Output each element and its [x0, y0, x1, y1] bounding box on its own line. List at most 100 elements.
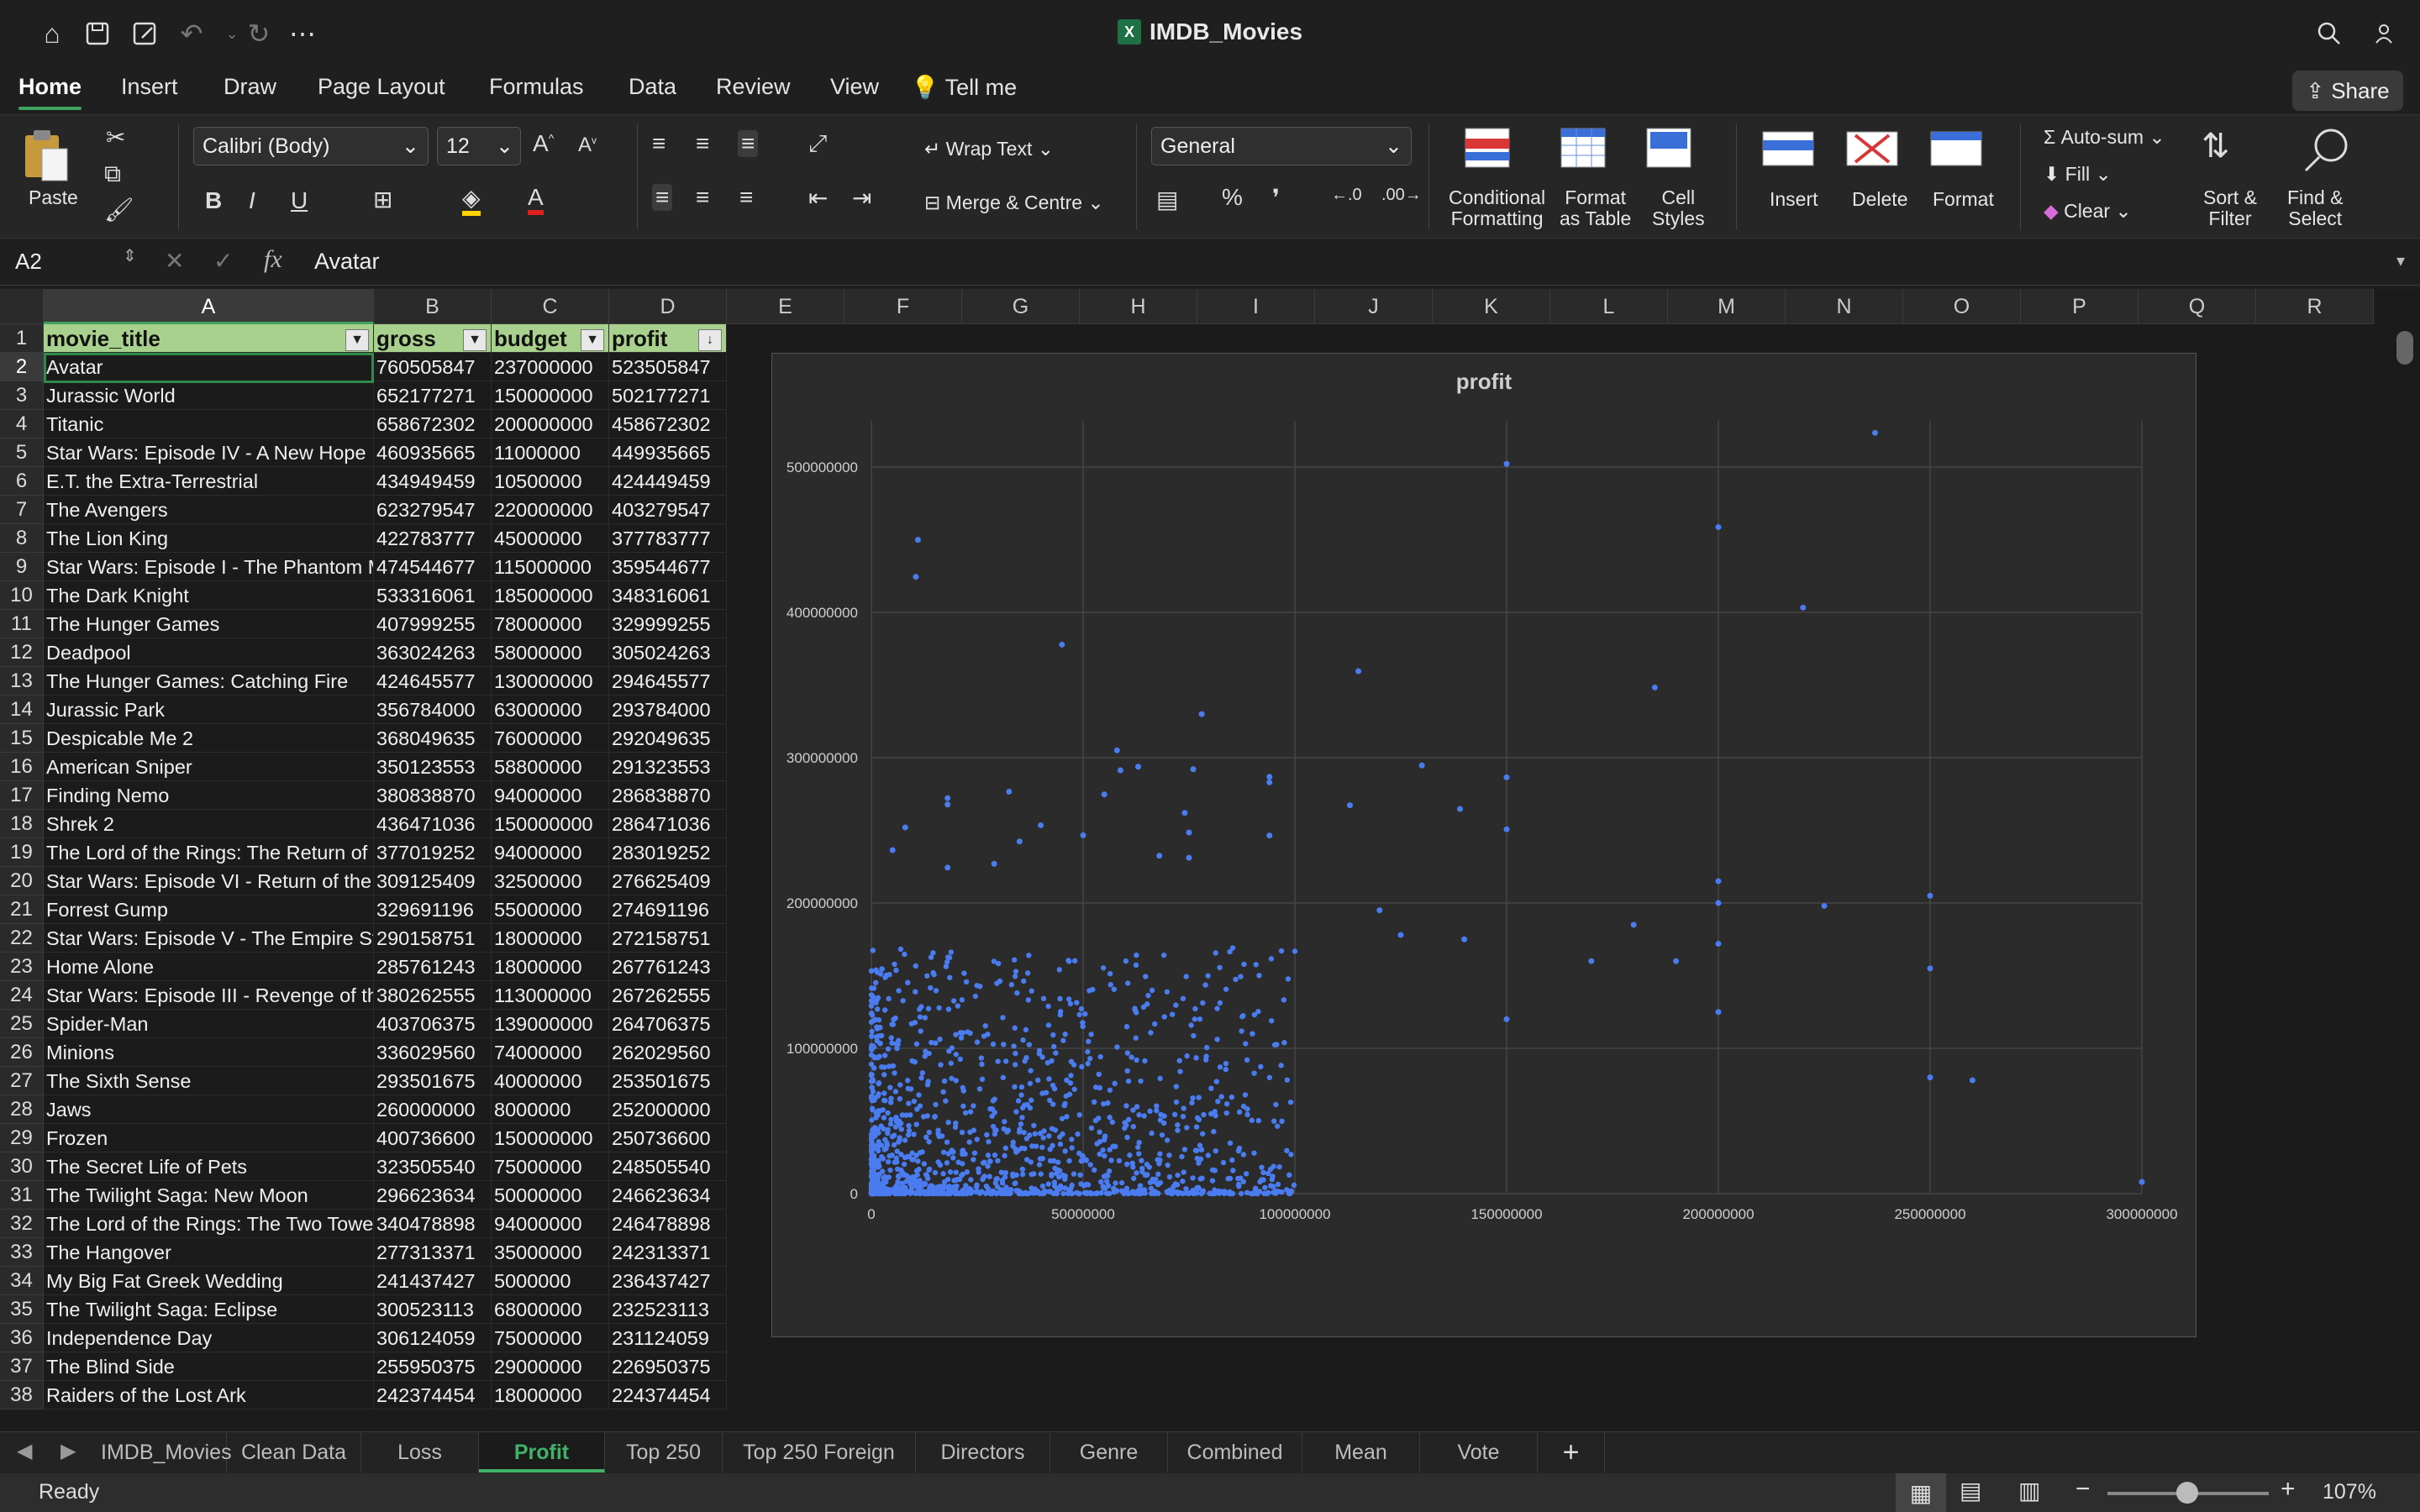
table-cell[interactable]: 5000000 [492, 1267, 609, 1295]
table-cell[interactable]: 380838870 [374, 781, 492, 810]
table-cell[interactable]: 40000000 [492, 1067, 609, 1095]
row-header[interactable]: 4 [0, 410, 44, 438]
row-header[interactable]: 12 [0, 638, 44, 667]
cell-styles-label[interactable]: Cell Styles [1652, 186, 1705, 229]
confirm-icon[interactable]: ✓ [213, 248, 234, 274]
sheet-tab[interactable]: Top 250 Foreign [723, 1432, 916, 1473]
table-cell[interactable]: 502177271 [609, 381, 727, 410]
save-icon[interactable] [81, 17, 114, 50]
table-cell[interactable]: 760505847 [374, 353, 492, 381]
find-select-label[interactable]: Find & Select [2287, 186, 2344, 229]
align-center-icon[interactable]: ≡ [696, 184, 710, 210]
table-cell[interactable]: Jurassic Park [44, 696, 374, 724]
table-cell[interactable]: 323505540 [374, 1152, 492, 1181]
table-cell[interactable]: Shrek 2 [44, 810, 374, 838]
table-cell[interactable]: Minions [44, 1038, 374, 1067]
format-as-table-icon[interactable] [1560, 127, 1607, 175]
table-cell[interactable]: 232523113 [609, 1295, 727, 1324]
table-cell[interactable]: 293501675 [374, 1067, 492, 1095]
row-header[interactable]: 35 [0, 1295, 44, 1324]
table-cell[interactable]: 403706375 [374, 1010, 492, 1038]
table-cell[interactable]: 424449459 [609, 467, 727, 496]
row-header[interactable]: 26 [0, 1038, 44, 1067]
table-cell[interactable]: 150000000 [492, 1124, 609, 1152]
column-header-l[interactable]: L [1550, 289, 1668, 324]
table-cell[interactable]: American Sniper [44, 753, 374, 781]
table-cell[interactable]: 35000000 [492, 1238, 609, 1267]
table-cell[interactable]: 652177271 [374, 381, 492, 410]
table-cell[interactable]: 359544677 [609, 553, 727, 581]
table-cell[interactable]: 253501675 [609, 1067, 727, 1095]
column-header-o[interactable]: O [1903, 289, 2021, 324]
account-icon[interactable] [2370, 17, 2403, 50]
column-header-i[interactable]: I [1197, 289, 1315, 324]
table-cell[interactable]: 58800000 [492, 753, 609, 781]
row-header[interactable]: 6 [0, 467, 44, 496]
sheet-tab[interactable]: Top 250 [605, 1432, 723, 1473]
tab-view[interactable]: View [830, 74, 880, 99]
table-cell[interactable]: The Avengers [44, 496, 374, 524]
table-cell[interactable]: 18000000 [492, 1381, 609, 1410]
column-header-r[interactable]: R [2256, 289, 2374, 324]
table-cell[interactable]: 403279547 [609, 496, 727, 524]
table-cell[interactable]: 264706375 [609, 1010, 727, 1038]
table-cell[interactable]: 422783777 [374, 524, 492, 553]
page-break-view-icon[interactable]: ▥ [2018, 1478, 2041, 1504]
merge-centre-button[interactable]: ⊟ Merge & Centre ⌄ [924, 192, 1104, 213]
table-cell[interactable]: 45000000 [492, 524, 609, 553]
row-header[interactable]: 25 [0, 1010, 44, 1038]
filter-dropdown-icon[interactable]: ▼ [345, 329, 369, 351]
redo-icon[interactable]: ↻ [247, 18, 271, 49]
table-cell[interactable]: Raiders of the Lost Ark [44, 1381, 374, 1410]
delete-cells-icon[interactable] [1845, 127, 1899, 175]
row-header[interactable]: 15 [0, 724, 44, 753]
table-cell[interactable]: 272158751 [609, 924, 727, 953]
tell-me[interactable]: 💡 Tell me [911, 74, 1017, 101]
table-cell[interactable]: 115000000 [492, 553, 609, 581]
table-cell[interactable]: 296623634 [374, 1181, 492, 1210]
scatter-chart[interactable]: profit 0 100000000 200000000 300000000 400000… [771, 353, 2196, 1337]
table-cell[interactable]: 286838870 [609, 781, 727, 810]
page-layout-view-icon[interactable]: ▤ [1960, 1478, 1982, 1504]
table-cell[interactable]: 407999255 [374, 610, 492, 638]
format-painter-icon[interactable]: 🖌 [104, 197, 134, 223]
vertical-scrollbar-thumb[interactable] [2396, 331, 2413, 365]
table-cell[interactable]: 329691196 [374, 895, 492, 924]
zoom-in-icon[interactable]: + [2281, 1475, 2296, 1503]
row-header[interactable]: 30 [0, 1152, 44, 1181]
table-cell[interactable]: 294645577 [609, 667, 727, 696]
accounting-format-icon[interactable]: ▤ [1156, 186, 1179, 213]
table-cell[interactable]: 231124059 [609, 1324, 727, 1352]
table-cell[interactable]: 150000000 [492, 810, 609, 838]
sheet-tab[interactable]: Combined [1168, 1432, 1302, 1473]
table-cell[interactable]: 377783777 [609, 524, 727, 553]
tab-review[interactable]: Review [716, 74, 791, 99]
font-size-select[interactable]: 12 ⌄ [437, 127, 521, 165]
row-header[interactable]: 34 [0, 1267, 44, 1295]
row-header[interactable]: 5 [0, 438, 44, 467]
table-cell[interactable]: Home Alone [44, 953, 374, 981]
table-header-cell[interactable]: movie_title [44, 324, 374, 353]
table-cell[interactable]: The Twilight Saga: Eclipse [44, 1295, 374, 1324]
row-header[interactable]: 36 [0, 1324, 44, 1352]
table-cell[interactable]: 224374454 [609, 1381, 727, 1410]
table-cell[interactable]: 458672302 [609, 410, 727, 438]
expand-formula-icon[interactable]: ▾ [2396, 252, 2406, 270]
table-cell[interactable]: 10500000 [492, 467, 609, 496]
row-header[interactable]: 24 [0, 981, 44, 1010]
table-cell[interactable]: 267761243 [609, 953, 727, 981]
column-header-d[interactable]: D [609, 289, 727, 324]
delete-label[interactable]: Delete [1852, 188, 1908, 210]
column-header-p[interactable]: P [2021, 289, 2139, 324]
table-cell[interactable]: 329999255 [609, 610, 727, 638]
table-cell[interactable]: 75000000 [492, 1152, 609, 1181]
row-header[interactable]: 10 [0, 581, 44, 610]
filter-dropdown-icon[interactable]: ▼ [463, 329, 487, 351]
table-cell[interactable]: 274691196 [609, 895, 727, 924]
increase-decimal-icon[interactable]: ←.0 [1331, 186, 1362, 204]
sheet-tab[interactable]: Clean Data [227, 1432, 361, 1473]
fill-color-icon[interactable]: ◈ [462, 184, 481, 216]
table-cell[interactable]: 8000000 [492, 1095, 609, 1124]
column-header-k[interactable]: K [1433, 289, 1550, 324]
row-header[interactable]: 18 [0, 810, 44, 838]
